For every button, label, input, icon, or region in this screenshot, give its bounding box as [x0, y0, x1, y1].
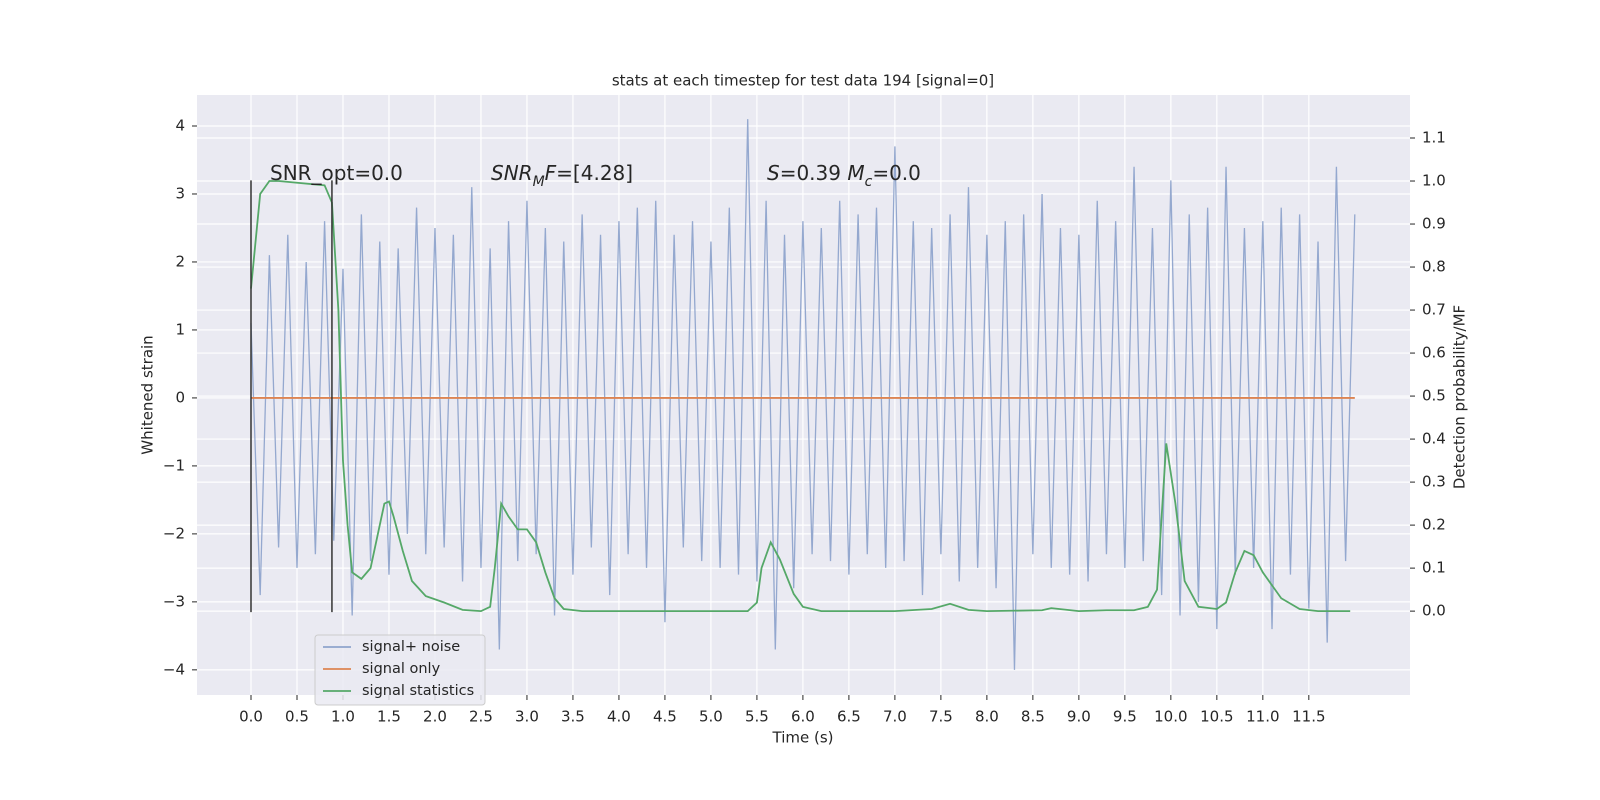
legend-label: signal statistics — [362, 683, 474, 699]
y2-tick-label: 0.8 — [1422, 258, 1446, 276]
y2-axis-label: Detection probability/MF — [1451, 305, 1469, 489]
y-tick-label: −1 — [163, 456, 185, 474]
x-tick-label: 6.0 — [791, 708, 815, 726]
x-tick-label: 4.5 — [653, 708, 677, 726]
x-tick-label: 10.0 — [1154, 708, 1187, 726]
y-axis-label: Whitened strain — [139, 335, 157, 454]
x-tick-label: 0.0 — [239, 708, 263, 726]
legend-box — [314, 634, 486, 706]
legend-label: signal only — [362, 661, 441, 677]
x-tick-label: 2.5 — [469, 708, 493, 726]
annotation-part: M — [847, 161, 864, 185]
annotation-part: =0.0 — [872, 161, 921, 185]
y-tick-label: 3 — [175, 184, 185, 202]
annotation-part: SNR — [491, 161, 533, 185]
chart-title: stats at each timestep for test data 194… — [612, 72, 994, 90]
x-tick-label: 7.5 — [929, 708, 953, 726]
y2-tick-label: 0.1 — [1422, 559, 1446, 577]
x-tick-label: 3.5 — [561, 708, 585, 726]
x-tick-label: 8.0 — [975, 708, 999, 726]
x-tick-label: 3.0 — [515, 708, 539, 726]
x-tick-label: 1.0 — [331, 708, 355, 726]
annotation: S=0.39 Mc=0.0 — [767, 161, 921, 191]
annotation-part: M — [533, 174, 545, 190]
annotation-part: =0.39 — [780, 161, 848, 185]
y2-tick-label: 0.4 — [1422, 430, 1446, 448]
x-tick-label: 8.5 — [1021, 708, 1045, 726]
annotation-part: =[4.28] — [556, 161, 633, 185]
y-tick-label: 0 — [175, 388, 185, 406]
y2-tick-label: 0.5 — [1422, 387, 1446, 405]
x-tick-label: 11.0 — [1246, 708, 1279, 726]
annotation: SNRMF=[4.28] — [491, 161, 633, 191]
series-line — [250, 180, 1351, 613]
legend-label: signal+ noise — [362, 639, 460, 655]
y-tick-label: 4 — [175, 116, 185, 134]
x-tick-label: 2.0 — [423, 708, 447, 726]
y-tick-label: −4 — [163, 660, 185, 678]
x-tick-label: 11.5 — [1292, 708, 1325, 726]
annotation-part: c — [865, 174, 873, 190]
x-tick-label: 10.5 — [1200, 708, 1233, 726]
x-tick-label: 4.0 — [607, 708, 631, 726]
y2-tick-label: 0.6 — [1422, 344, 1446, 362]
annotation: SNR_opt=0.0 — [270, 161, 403, 185]
annotation-part: F — [545, 161, 557, 185]
y-tick-label: −3 — [163, 592, 185, 610]
x-axis-label: Time (s) — [772, 729, 834, 747]
x-tick-label: 5.5 — [745, 708, 769, 726]
y2-tick-label: 0.9 — [1422, 215, 1446, 233]
y-tick-label: 1 — [175, 320, 185, 338]
x-tick-label: 1.5 — [377, 708, 401, 726]
y2-tick-label: 1.1 — [1422, 129, 1446, 147]
y2-tick-label: 0.0 — [1422, 602, 1446, 620]
y-tick-label: −2 — [163, 524, 185, 542]
y-tick-label: 2 — [175, 252, 185, 270]
y2-tick-label: 0.7 — [1422, 301, 1446, 319]
x-tick-label: 5.0 — [699, 708, 723, 726]
y2-tick-label: 1.0 — [1422, 172, 1446, 190]
x-tick-label: 9.0 — [1067, 708, 1091, 726]
x-tick-label: 7.0 — [883, 708, 907, 726]
y2-tick-label: 0.3 — [1422, 473, 1446, 491]
annotation-part: S — [767, 161, 780, 185]
annotation-part: SNR_opt=0.0 — [270, 161, 403, 185]
x-tick-label: 6.5 — [837, 708, 861, 726]
y2-tick-label: 0.2 — [1422, 516, 1446, 534]
x-tick-label: 9.5 — [1113, 708, 1137, 726]
x-tick-label: 0.5 — [285, 708, 309, 726]
series-line — [250, 119, 1356, 670]
